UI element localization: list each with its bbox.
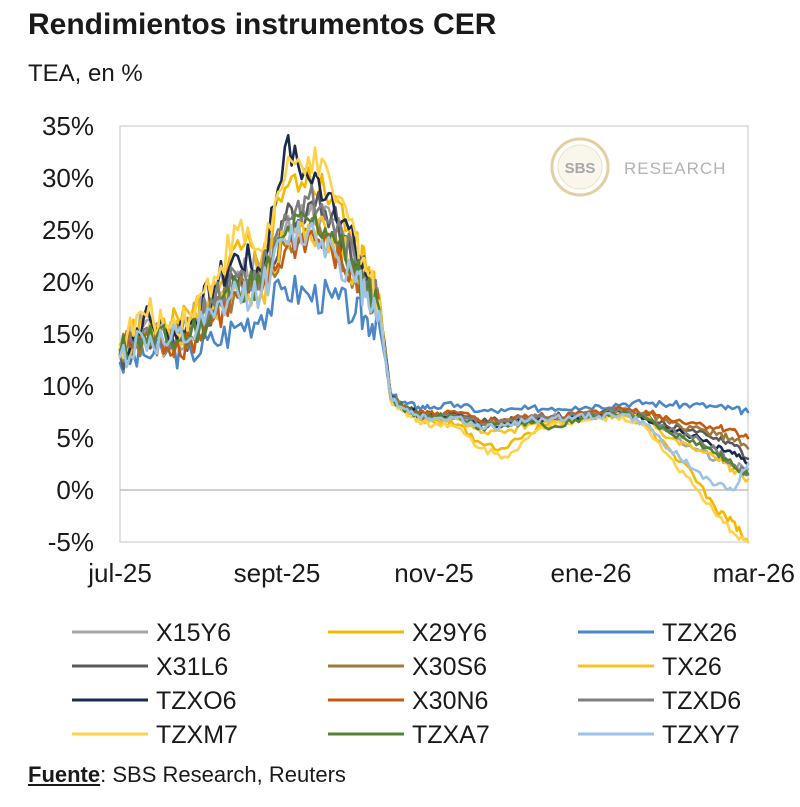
y-axis: -5% 0% 5% 10% 15% 20% 25% 30% 35% [42, 111, 94, 557]
series-line-tzxm7 [118, 146, 750, 544]
y-tick-label: 20% [42, 267, 94, 297]
series-lines [118, 133, 750, 544]
y-tick-label: 35% [42, 111, 94, 141]
y-tick-label: 25% [42, 215, 94, 245]
series-line-tzx26 [118, 274, 750, 416]
series-line-tzxy7 [118, 220, 750, 492]
legend-item: X30S6 [328, 653, 487, 681]
legend-label: TZX26 [662, 619, 737, 647]
legend: X15Y6 X29Y6 TZX26 X31L6 X30S6 TX26 TZXO6 X30N6 T… [72, 619, 741, 749]
legend-label: TZXO6 [156, 687, 237, 715]
x-tick-label: mar-26 [713, 558, 795, 588]
x-tick-label: jul-25 [87, 558, 152, 588]
legend-item: TZXY7 [578, 721, 740, 749]
legend-item: TZX26 [578, 619, 737, 647]
legend-item: X29Y6 [328, 619, 487, 647]
legend-label: TZXD6 [662, 687, 741, 715]
line-chart: SBS RESEARCH -5% 0% 5% 10% 15% 20% 25% 30% 35% j… [42, 111, 795, 749]
legend-label: TZXM7 [156, 721, 238, 749]
source-text: : SBS Research, Reuters [100, 762, 346, 787]
y-tick-label: 30% [42, 163, 94, 193]
y-tick-label: 15% [42, 319, 94, 349]
legend-item: TZXM7 [72, 721, 238, 749]
source-label: Fuente [28, 762, 101, 787]
y-tick-label: -5% [48, 527, 94, 557]
legend-item: X30N6 [328, 687, 488, 715]
y-tick-label: 5% [56, 423, 94, 453]
legend-label: TZXY7 [662, 721, 740, 749]
chart-title: Rendimientos instrumentos CER [28, 8, 497, 41]
legend-label: TX26 [662, 653, 722, 681]
plot-area-border [119, 125, 749, 543]
legend-item: X15Y6 [72, 619, 231, 647]
legend-label: X30N6 [412, 687, 488, 715]
watermark: SBS RESEARCH [550, 137, 726, 197]
x-tick-label: ene-26 [551, 558, 632, 588]
legend-item: TZXD6 [578, 687, 741, 715]
y-tick-label: 0% [56, 475, 94, 505]
legend-item: TZXA7 [328, 721, 490, 749]
legend-label: X29Y6 [412, 619, 487, 647]
y-tick-label: 10% [42, 371, 94, 401]
legend-label: X30S6 [412, 653, 487, 681]
chart-subtitle: TEA, en % [28, 60, 143, 87]
x-axis: jul-25 sept-25 nov-25 ene-26 mar-26 [87, 558, 795, 588]
watermark-logo-inner [557, 144, 603, 190]
legend-item: X31L6 [72, 653, 228, 681]
watermark-text: RESEARCH [624, 159, 726, 178]
source-note: Fuente: SBS Research, Reuters [28, 762, 346, 788]
x-tick-label: sept-25 [234, 558, 321, 588]
x-tick-label: nov-25 [394, 558, 474, 588]
legend-item: TX26 [578, 653, 722, 681]
legend-label: TZXA7 [412, 721, 490, 749]
watermark-logo-text: SBS [565, 160, 596, 177]
legend-item: TZXO6 [72, 687, 237, 715]
legend-label: X15Y6 [156, 619, 231, 647]
legend-label: X31L6 [156, 653, 228, 681]
